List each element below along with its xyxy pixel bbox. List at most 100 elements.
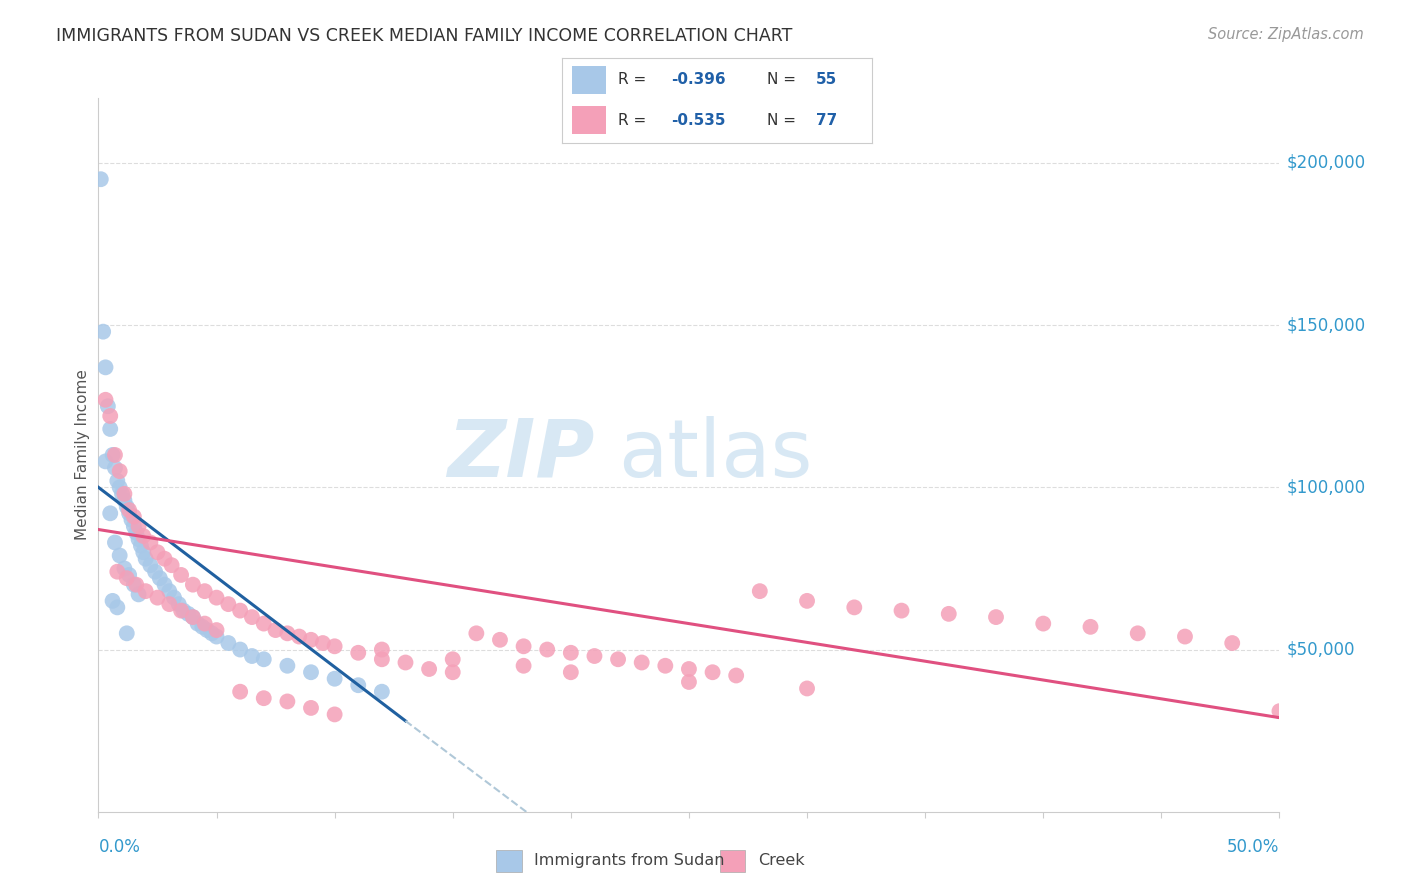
Text: $200,000: $200,000 xyxy=(1286,154,1365,172)
Point xyxy=(725,668,748,682)
Point xyxy=(118,506,141,520)
Point xyxy=(347,646,370,660)
Point xyxy=(194,584,217,599)
Point xyxy=(181,577,204,591)
Point xyxy=(217,636,239,650)
Point xyxy=(170,604,193,618)
Point xyxy=(276,626,298,640)
Point xyxy=(122,519,145,533)
Bar xyxy=(496,849,522,872)
Point xyxy=(118,503,141,517)
Point xyxy=(98,506,121,520)
Point xyxy=(240,610,263,624)
Bar xyxy=(720,849,745,872)
Point xyxy=(149,571,172,585)
Point xyxy=(323,640,346,654)
Text: $50,000: $50,000 xyxy=(1286,640,1355,658)
Y-axis label: Median Family Income: Median Family Income xyxy=(75,369,90,541)
Text: Creek: Creek xyxy=(758,854,804,868)
Text: IMMIGRANTS FROM SUDAN VS CREEK MEDIAN FAMILY INCOME CORRELATION CHART: IMMIGRANTS FROM SUDAN VS CREEK MEDIAN FA… xyxy=(56,27,793,45)
Point xyxy=(465,626,488,640)
Point xyxy=(118,568,141,582)
Point xyxy=(796,594,818,608)
Point xyxy=(371,684,394,698)
Point xyxy=(1268,704,1291,718)
Point xyxy=(205,623,228,637)
Point xyxy=(181,610,204,624)
Point xyxy=(172,604,194,618)
Point xyxy=(135,551,157,566)
Text: R =: R = xyxy=(619,72,651,87)
Point xyxy=(441,652,464,666)
Point xyxy=(129,539,152,553)
Point xyxy=(122,577,145,591)
Point xyxy=(654,658,676,673)
Point xyxy=(108,549,131,563)
Point xyxy=(201,626,224,640)
Point xyxy=(104,448,127,462)
Point xyxy=(111,487,134,501)
Point xyxy=(139,558,162,573)
Point xyxy=(323,672,346,686)
Point xyxy=(1032,616,1054,631)
Point xyxy=(229,604,252,618)
Text: N =: N = xyxy=(766,112,800,128)
Point xyxy=(146,591,169,605)
Point xyxy=(98,409,121,423)
Point xyxy=(984,610,1007,624)
Point xyxy=(512,658,534,673)
Text: R =: R = xyxy=(619,112,651,128)
Point xyxy=(702,665,724,680)
Point xyxy=(94,392,117,407)
Point xyxy=(194,616,217,631)
Point xyxy=(170,568,193,582)
Point xyxy=(157,584,180,599)
Text: atlas: atlas xyxy=(619,416,813,494)
Point xyxy=(299,665,322,680)
Point xyxy=(105,474,128,488)
Point xyxy=(205,591,228,605)
Point xyxy=(1080,620,1102,634)
Bar xyxy=(572,66,606,94)
Point xyxy=(441,665,464,680)
Point xyxy=(240,648,263,663)
Point xyxy=(146,545,169,559)
Point xyxy=(371,652,394,666)
Point xyxy=(796,681,818,696)
Point xyxy=(121,513,143,527)
Point xyxy=(98,422,121,436)
Point xyxy=(191,620,214,634)
Point xyxy=(229,642,252,657)
Point xyxy=(253,616,276,631)
Point xyxy=(844,600,866,615)
Text: -0.396: -0.396 xyxy=(671,72,725,87)
Point xyxy=(104,535,127,549)
Text: 50.0%: 50.0% xyxy=(1227,838,1279,856)
Point xyxy=(560,665,582,680)
Point xyxy=(607,652,630,666)
Text: 0.0%: 0.0% xyxy=(98,838,141,856)
Point xyxy=(253,691,276,706)
Point xyxy=(347,678,370,692)
Point xyxy=(890,604,912,618)
Point xyxy=(108,464,131,478)
Point xyxy=(157,597,180,611)
Point xyxy=(105,600,128,615)
Text: $150,000: $150,000 xyxy=(1286,316,1365,334)
Point xyxy=(112,561,135,575)
Point xyxy=(181,610,204,624)
Point xyxy=(163,591,186,605)
Point xyxy=(125,525,148,540)
Point xyxy=(128,587,150,601)
Text: Immigrants from Sudan: Immigrants from Sudan xyxy=(534,854,724,868)
Point xyxy=(139,535,162,549)
Text: -0.535: -0.535 xyxy=(671,112,725,128)
Bar xyxy=(572,106,606,134)
Point xyxy=(678,662,700,676)
Point xyxy=(678,675,700,690)
Text: ZIP: ZIP xyxy=(447,416,595,494)
Text: 77: 77 xyxy=(815,112,838,128)
Point xyxy=(112,493,135,508)
Point xyxy=(323,707,346,722)
Point xyxy=(253,652,276,666)
